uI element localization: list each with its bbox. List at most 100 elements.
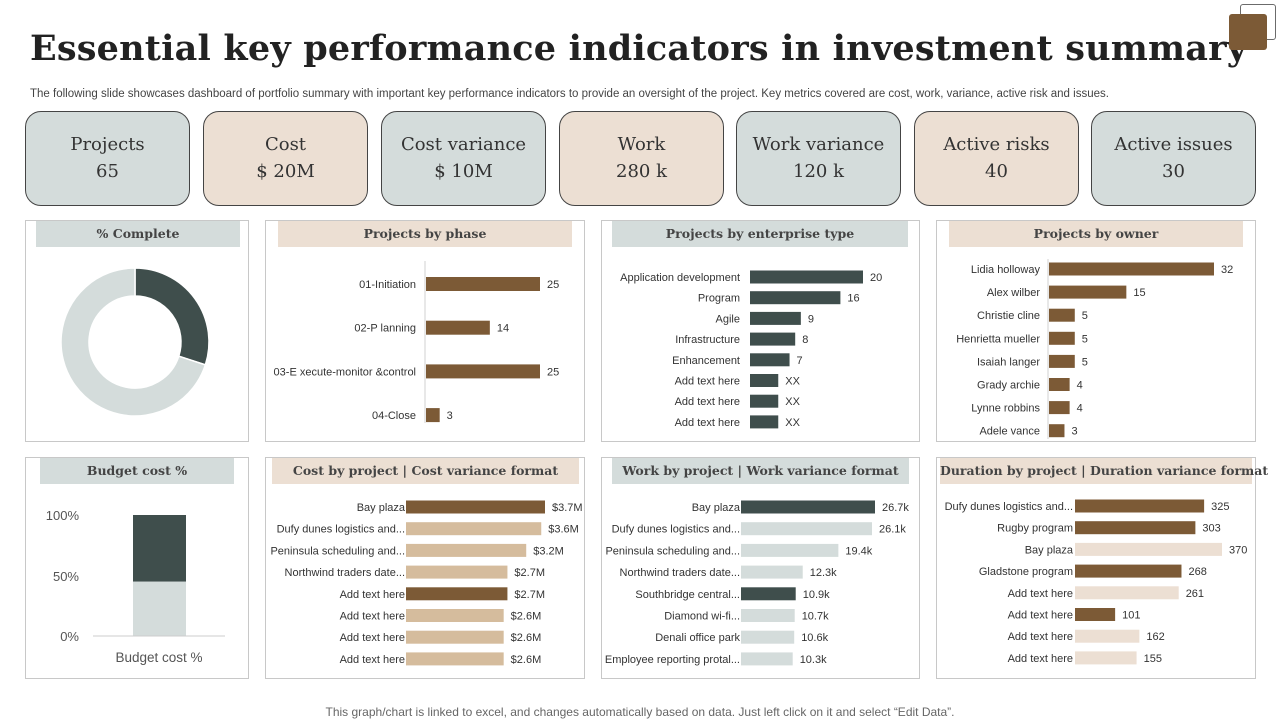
kpi-card-cost-variance: Cost variance $ 10M <box>381 111 546 206</box>
kpi-value: 280 k <box>616 161 667 182</box>
data-label: 15 <box>1133 287 1145 299</box>
bar-chart-owner[interactable]: Lidia holloway 32 Alex wilber 15 Christie cl… <box>937 221 1257 443</box>
panel-title: Duration by project | Duration variance … <box>940 458 1268 484</box>
data-label: 155 <box>1144 653 1162 665</box>
bar <box>406 565 508 579</box>
y-tick-label: 50% <box>53 569 79 584</box>
bar <box>750 394 779 408</box>
bar-chart-work[interactable]: Bay plaza 26.7k Dufy dunes logistics and..… <box>602 458 921 680</box>
data-label: 101 <box>1122 610 1140 622</box>
panel-work-by-project: Work by project | Work variance format B… <box>601 457 920 679</box>
data-label: 5 <box>1082 333 1088 345</box>
category-label: Add text here <box>340 654 405 666</box>
data-label: 25 <box>547 279 559 291</box>
category-label: Northwind traders date... <box>620 567 740 579</box>
bar <box>1049 354 1075 368</box>
data-label: 10.7k <box>802 611 829 623</box>
kpi-label: Work <box>617 134 666 155</box>
panel-title: Projects by enterprise type <box>612 221 908 247</box>
data-label: 4 <box>1077 380 1083 392</box>
category-label: Lynne robbins <box>971 403 1040 415</box>
kpi-card-cost: Cost $ 20M <box>203 111 368 206</box>
data-label: 5 <box>1082 356 1088 368</box>
bar <box>406 630 504 644</box>
bar <box>1075 542 1222 556</box>
bar <box>406 587 508 601</box>
footer-note: This graph/chart is linked to excel, and… <box>325 705 955 719</box>
bar <box>1049 401 1070 415</box>
bar-chart-cost[interactable]: Bay plaza $3.7M Dufy dunes logistics and..… <box>266 458 586 680</box>
category-label: Add text here <box>675 417 740 429</box>
stacked-bar-segment <box>133 581 186 636</box>
kpi-label: Projects <box>70 134 145 155</box>
category-label: Dufy dunes logistics and... <box>612 524 740 536</box>
bar <box>741 565 803 579</box>
category-label: Southbridge central... <box>635 589 740 601</box>
bar <box>1049 424 1065 438</box>
panel-budget-cost: Budget cost % 100% 50% 0% Budget cost % <box>25 457 249 679</box>
data-label: 3 <box>1071 426 1077 438</box>
category-label: Peninsula scheduling and... <box>605 545 740 557</box>
bar-chart-duration[interactable]: Dufy dunes logistics and... 325 Rugby prog… <box>937 458 1257 680</box>
category-label: 01-Initiation <box>359 279 416 291</box>
data-label: $2.7M <box>514 589 545 601</box>
bar <box>406 500 545 514</box>
bar <box>1075 629 1140 643</box>
category-label: Add text here <box>1008 653 1073 665</box>
bar <box>1075 586 1179 600</box>
donut-chart-complete[interactable] <box>26 221 250 443</box>
kpi-card-active-risks: Active risks 40 <box>914 111 1079 206</box>
bar <box>1049 331 1075 345</box>
bar <box>426 364 540 379</box>
data-label: 26.7k <box>882 502 909 514</box>
kpi-value: 30 <box>1162 161 1185 182</box>
panel-title: % Complete <box>36 221 240 247</box>
data-label: $3.6M <box>548 524 579 536</box>
category-label: Agile <box>716 313 740 325</box>
data-label: 12.3k <box>810 567 837 579</box>
category-label: Isaiah langer <box>977 356 1040 368</box>
bar <box>406 652 504 666</box>
category-label: Add text here <box>340 589 405 601</box>
category-label: Christie cline <box>977 310 1040 322</box>
kpi-value: 65 <box>96 161 119 182</box>
category-label: Denali office park <box>655 632 740 644</box>
category-label: Bay plaza <box>692 502 741 514</box>
category-label: Add text here <box>1008 631 1073 643</box>
data-label: 25 <box>547 366 559 378</box>
page-subtitle: The following slide showcases dashboard … <box>30 88 1109 100</box>
panel-cost-by-project: Cost by project | Cost variance format B… <box>265 457 585 679</box>
category-label: Bay plaza <box>357 502 406 514</box>
data-label: 9 <box>808 313 814 325</box>
panel-percent-complete: % Complete <box>25 220 249 442</box>
data-label: 268 <box>1188 566 1206 578</box>
bar <box>750 311 801 325</box>
bar <box>741 543 839 557</box>
category-label: Employee reporting protal... <box>605 654 740 666</box>
bar <box>1075 651 1137 665</box>
bar <box>750 270 863 284</box>
y-tick-label: 100% <box>46 508 80 523</box>
category-label: Diamond wi-fi... <box>664 611 740 623</box>
panel-projects-by-enterprise: Projects by enterprise type Application … <box>601 220 920 442</box>
category-label: Add text here <box>1008 610 1073 622</box>
kpi-card-projects: Projects 65 <box>25 111 190 206</box>
bar-chart-phase[interactable]: 01-Initiation 25 02-P lanning 14 03-E xecute… <box>266 221 586 443</box>
category-label: 02-P lanning <box>354 323 416 335</box>
data-label: XX <box>785 376 800 388</box>
bar <box>750 374 779 387</box>
bar <box>1075 521 1196 535</box>
data-label: 8 <box>802 334 808 346</box>
stacked-bar-budget[interactable]: 100% 50% 0% Budget cost % <box>26 458 250 680</box>
bar-chart-enterprise[interactable]: Application development 20 Program 16 Agile 9… <box>602 221 921 443</box>
data-label: 370 <box>1229 544 1247 556</box>
bar <box>406 522 542 536</box>
panel-title: Projects by phase <box>278 221 572 247</box>
bar <box>750 353 790 367</box>
data-label: XX <box>785 417 800 429</box>
data-label: $2.6M <box>511 611 542 623</box>
data-label: $2.6M <box>511 632 542 644</box>
bar <box>426 408 440 423</box>
bar <box>741 500 875 514</box>
x-category-label: Budget cost % <box>115 650 202 665</box>
